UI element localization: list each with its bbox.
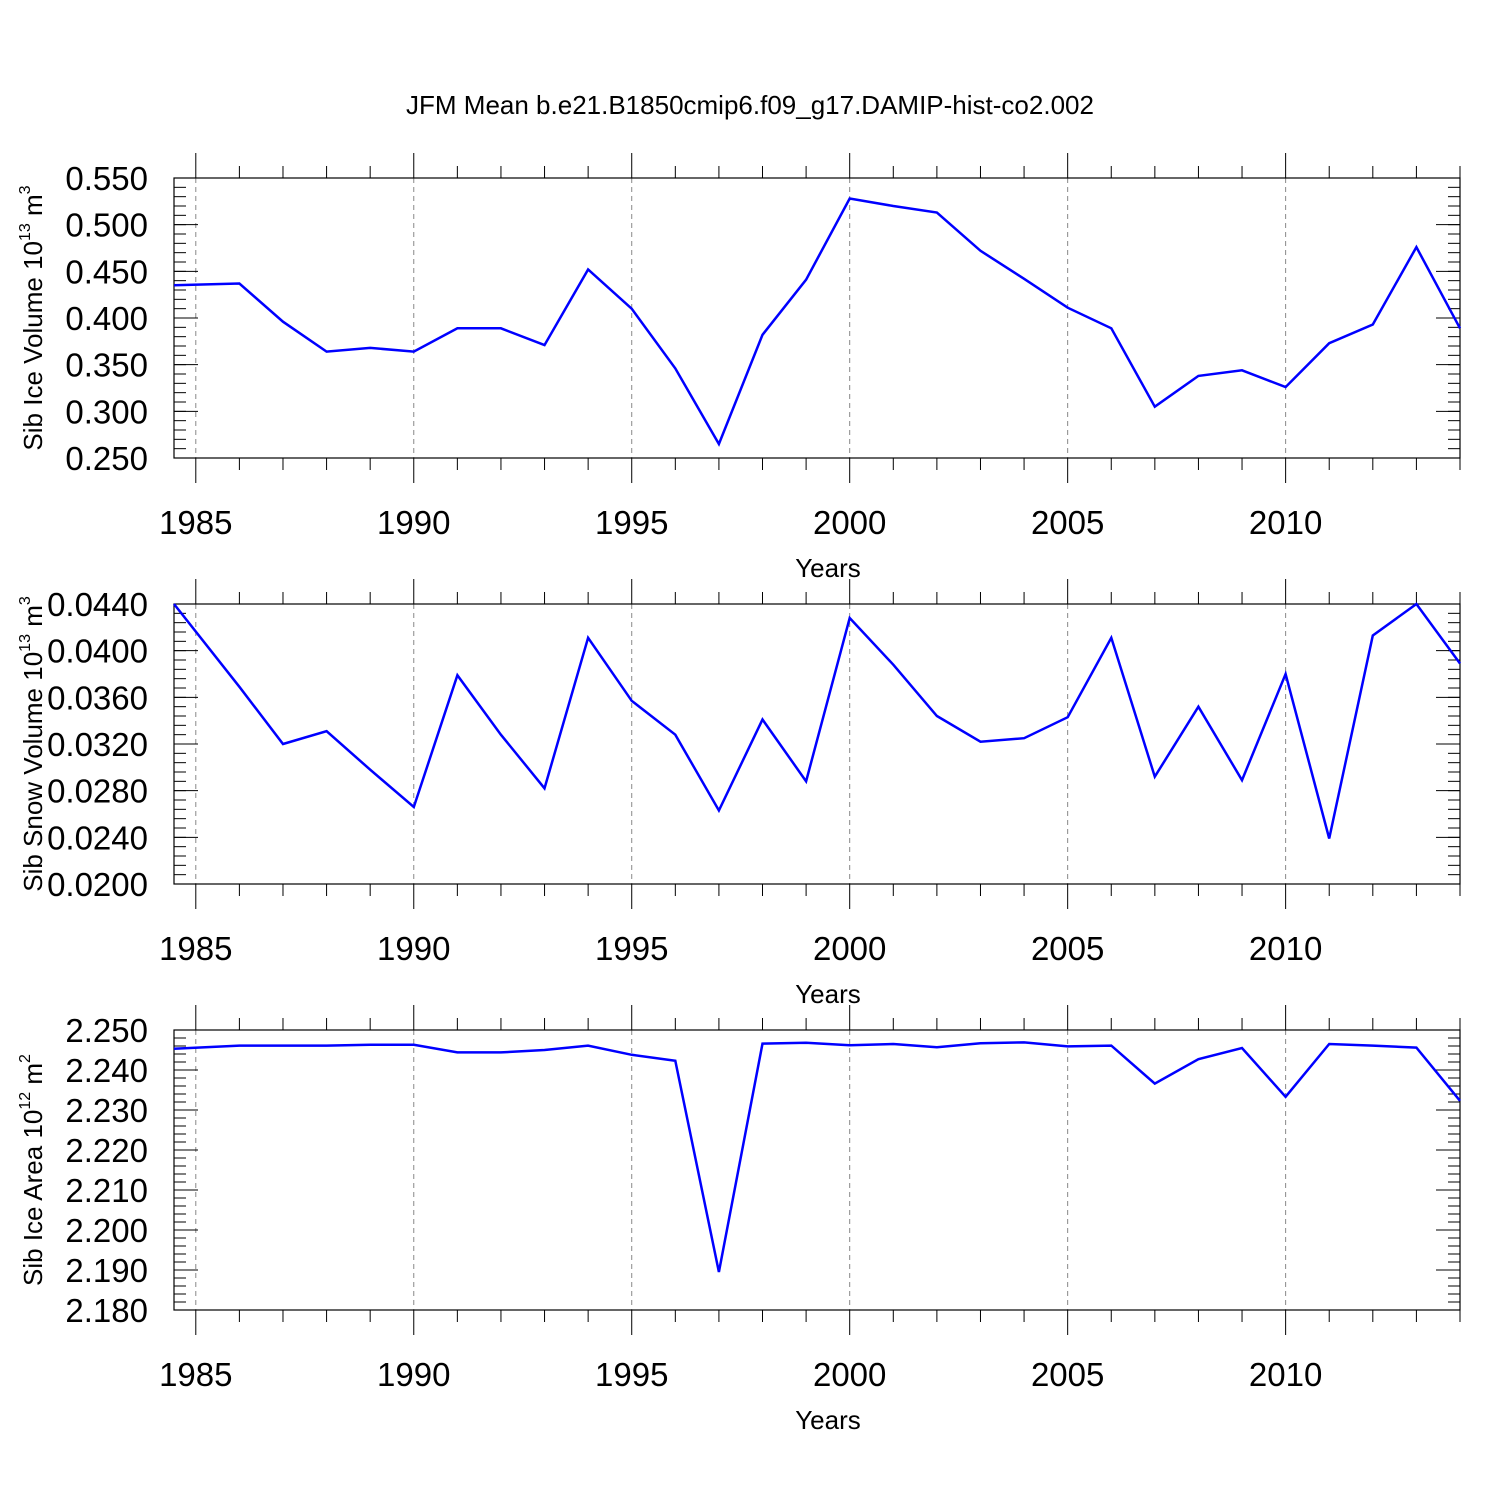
- y-axis-label: Sib Ice Area 1012 m2: [17, 1054, 48, 1286]
- x-tick-label: 1995: [595, 504, 668, 541]
- y-tick-label: 0.0360: [47, 679, 148, 716]
- y-tick-label: 0.450: [65, 253, 148, 290]
- series-line-ice-area: [173, 1041, 1461, 1273]
- y-tick-label: 0.300: [65, 393, 148, 430]
- y-tick-label: 0.0240: [47, 819, 148, 856]
- y-tick-label: 0.500: [65, 207, 148, 244]
- y-tick-label: 2.190: [65, 1252, 148, 1289]
- series-line-ice-volume: [173, 197, 1462, 447]
- x-tick-label: 1995: [595, 930, 668, 967]
- y-tick-label: 0.250: [65, 440, 148, 477]
- panel-ice-volume: 1985 1990 1995 2000 2005 2010 Years 0.250 0.300 0…: [17, 153, 1462, 583]
- x-tick-label: 1985: [159, 1356, 232, 1393]
- panels-group: 1985 1990 1995 2000 2005 2010 Years 0.250 0.300 0…: [17, 153, 1462, 1435]
- panel-ice-area: 1985 1990 1995 2000 2005 2010Years2.1802.1902…: [17, 1005, 1461, 1435]
- x-axis-label: Years: [795, 553, 861, 583]
- x-tick-label: 2005: [1031, 930, 1104, 967]
- x-tick-label: 1985: [159, 930, 232, 967]
- y-tick-label: 2.180: [65, 1292, 148, 1329]
- y-tick-label: 0.400: [65, 300, 148, 337]
- y-axis-label: Sib Ice Volume 1013 m3: [17, 185, 48, 450]
- x-tick-label: 1985: [159, 504, 232, 541]
- x-tick-label: 2000: [813, 1356, 886, 1393]
- y-tick-label: 2.220: [65, 1132, 148, 1169]
- x-tick-label: 2010: [1249, 930, 1322, 967]
- y-tick-label: 0.0400: [47, 633, 148, 670]
- x-tick-label: 1990: [377, 930, 450, 967]
- y-tick-label: 0.0320: [47, 726, 148, 763]
- x-tick-label: 2010: [1249, 1356, 1322, 1393]
- y-tick-label: 2.200: [65, 1212, 148, 1249]
- y-tick-label: 0.0440: [47, 586, 148, 623]
- x-tick-label: 2010: [1249, 504, 1322, 541]
- figure-title: JFM Mean b.e21.B1850cmip6.f09_g17.DAMIP-…: [406, 90, 1094, 120]
- y-tick-label: 2.250: [65, 1012, 148, 1049]
- panel-snow-volume: 1985 1990 1995 2000 2005 2010 Years 0.0200 0.024…: [17, 579, 1462, 1009]
- plot-frame: [173, 177, 1461, 459]
- y-tick-label: 0.0280: [47, 773, 148, 810]
- y-tick-label: 2.240: [65, 1052, 148, 1089]
- y-tick-label: 2.210: [65, 1172, 148, 1209]
- x-tick-label: 2005: [1031, 1356, 1104, 1393]
- y-tick-label: 0.550: [65, 160, 148, 197]
- plot-frame: [173, 1029, 1461, 1311]
- y-tick-label: 2.230: [65, 1092, 148, 1129]
- y-axis-label: Sib Snow Volume 1013 m3: [17, 596, 48, 892]
- y-tick-label: 0.350: [65, 347, 148, 384]
- x-tick-label: 1990: [377, 504, 450, 541]
- x-axis-label: Years: [795, 1405, 861, 1435]
- x-axis-label: Years: [795, 979, 861, 1009]
- x-tick-label: 2000: [813, 504, 886, 541]
- x-tick-label: 1990: [377, 1356, 450, 1393]
- x-tick-label: 2005: [1031, 504, 1104, 541]
- y-tick-label: 0.0200: [47, 866, 148, 903]
- x-tick-label: 1995: [595, 1356, 668, 1393]
- x-tick-label: 2000: [813, 930, 886, 967]
- series-line-snow-volume: [173, 602, 1462, 839]
